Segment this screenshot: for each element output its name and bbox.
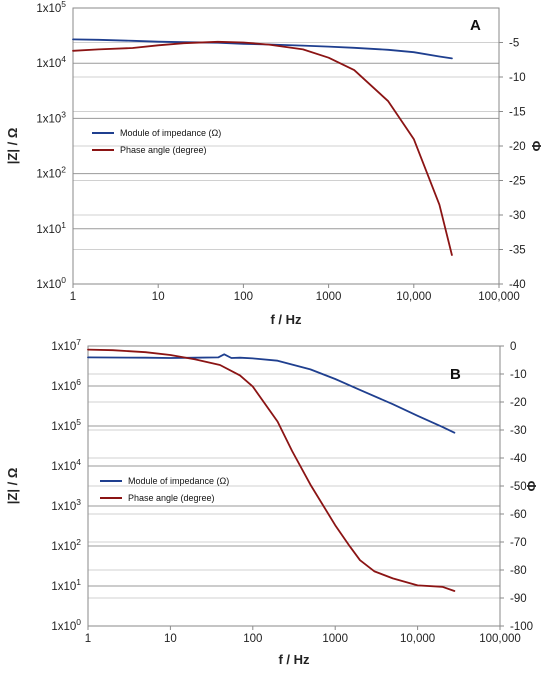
y-right-tick-label: -20 bbox=[509, 141, 526, 153]
y-right-tick-label: -60 bbox=[510, 509, 527, 521]
x-tick-label: 100,000 bbox=[479, 633, 521, 645]
x-tick-label: 100 bbox=[234, 291, 253, 303]
y-right-tick-label: -90 bbox=[510, 593, 527, 605]
y-right-tick-label: -5 bbox=[509, 38, 519, 50]
y-right-tick-label: 0 bbox=[510, 341, 516, 353]
y-right-tick-label: -35 bbox=[509, 245, 526, 257]
panel-label: A bbox=[470, 17, 481, 34]
y-left-tick-label: 1x105 bbox=[51, 417, 81, 433]
y-right-tick-label: -40 bbox=[510, 453, 527, 465]
chart-panel-B: 1 10 100 1000 10,000 100,000 1x100 1x101 1x102 1x… bbox=[5, 337, 539, 667]
y-left-tick-label: 1x103 bbox=[51, 497, 81, 513]
x-tick-label: 10,000 bbox=[396, 291, 431, 303]
y-right-tick-label: -10 bbox=[509, 72, 526, 84]
y-right-tick-label: -10 bbox=[510, 369, 527, 381]
y-right-axis-title: Φ bbox=[524, 480, 539, 491]
x-tick-label: 10,000 bbox=[400, 633, 435, 645]
y-left-tick-label: 1x104 bbox=[51, 457, 81, 473]
x-tick-label: 10 bbox=[164, 633, 177, 645]
x-tick-label: 10 bbox=[152, 291, 165, 303]
legend-entry: Phase angle (degree) bbox=[128, 493, 215, 503]
y-left-axis-title: |Z| / Ω bbox=[5, 468, 20, 504]
legend-entry: Module of impedance (Ω) bbox=[128, 476, 229, 486]
y-left-tick-label: 1x104 bbox=[36, 54, 66, 70]
x-tick-label: 1 bbox=[70, 291, 76, 303]
y-left-tick-label: 1x101 bbox=[51, 577, 81, 593]
x-tick-label: 100 bbox=[243, 633, 262, 645]
legend-entry: Phase angle (degree) bbox=[120, 145, 207, 155]
y-right-tick-label: -70 bbox=[510, 537, 527, 549]
y-left-axis-title: |Z| / Ω bbox=[5, 128, 20, 164]
y-left-tick-label: 1x100 bbox=[36, 275, 66, 291]
chart-panel-A: 1 10 100 1000 10,000 100,000 1x100 1x101 1x102 1x… bbox=[5, 0, 544, 327]
y-left-tick-label: 1x107 bbox=[51, 337, 81, 353]
x-tick-label: 100,000 bbox=[478, 291, 520, 303]
y-right-tick-label: -15 bbox=[509, 107, 526, 119]
y-left-tick-label: 1x100 bbox=[51, 617, 81, 633]
legend-entry: Module of impedance (Ω) bbox=[120, 128, 221, 138]
y-left-tick-label: 1x102 bbox=[51, 537, 81, 553]
panel-label: B bbox=[450, 366, 461, 383]
x-axis-title: f / Hz bbox=[278, 652, 310, 667]
y-right-axis-title: Φ bbox=[529, 140, 544, 151]
y-right-tick-label: -100 bbox=[510, 621, 533, 633]
y-left-tick-label: 1x103 bbox=[36, 109, 66, 125]
y-left-tick-label: 1x106 bbox=[51, 377, 81, 393]
y-left-tick-label: 1x101 bbox=[36, 220, 66, 236]
y-right-tick-label: -50 bbox=[510, 481, 527, 493]
x-tick-label: 1000 bbox=[322, 633, 348, 645]
y-right-tick-label: -40 bbox=[509, 279, 526, 291]
x-axis-title: f / Hz bbox=[270, 312, 302, 327]
y-right-tick-label: -25 bbox=[509, 176, 526, 188]
y-right-tick-label: -30 bbox=[509, 210, 526, 222]
y-right-tick-label: -20 bbox=[510, 397, 527, 409]
y-right-tick-label: -30 bbox=[510, 425, 527, 437]
x-tick-label: 1000 bbox=[316, 291, 342, 303]
series-line bbox=[87, 353, 456, 434]
y-right-tick-label: -80 bbox=[510, 565, 527, 577]
series-line bbox=[87, 348, 456, 592]
y-left-tick-label: 1x102 bbox=[36, 165, 66, 181]
y-left-tick-label: 1x105 bbox=[36, 0, 66, 15]
series-line bbox=[72, 40, 453, 256]
x-tick-label: 1 bbox=[85, 633, 91, 645]
